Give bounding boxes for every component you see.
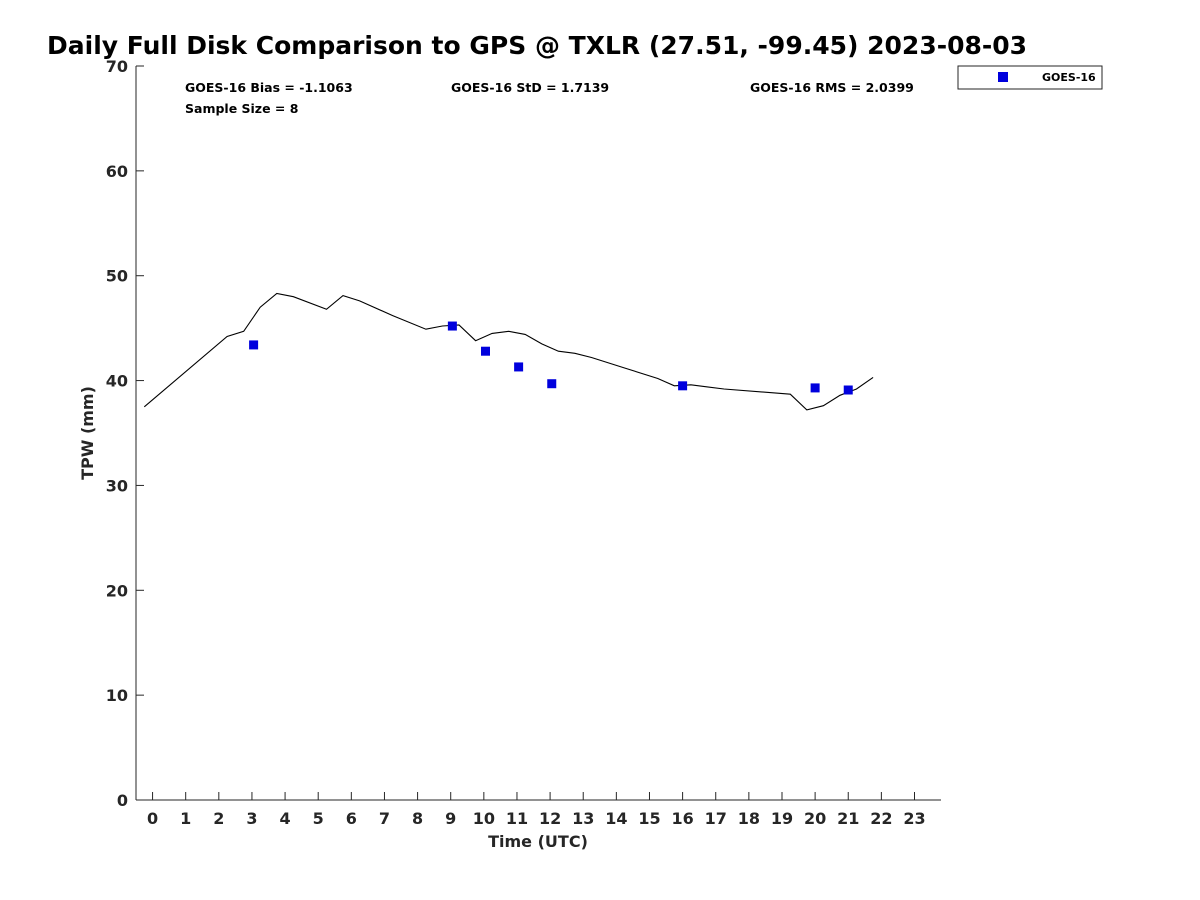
x-tick-label: 20 [804,809,826,828]
y-tick-label: 20 [106,581,128,600]
goes16-point [678,381,688,391]
x-tick-label: 11 [506,809,528,828]
x-tick-label: 18 [738,809,760,828]
x-tick-label: 13 [572,809,594,828]
x-tick-label: 4 [280,809,291,828]
x-tick-label: 0 [147,809,158,828]
gps-tpw-line [143,292,874,411]
x-tick-label: 5 [313,809,324,828]
x-tick-label: 3 [246,809,257,828]
goes16-point [843,385,853,395]
y-ticks: 0 10 20 30 40 50 60 70 [106,57,144,810]
x-ticks: 0 1 2 3 4 5 6 7 8 9 10 11 12 13 14 15 16 17 18 19 20 21 22 23 [147,792,926,828]
x-tick-label: 7 [379,809,390,828]
x-tick-label: 1 [180,809,191,828]
x-tick-label: 9 [445,809,456,828]
legend-marker-goes16 [998,72,1008,82]
goes16-point [249,340,259,350]
chart-title: Daily Full Disk Comparison to GPS @ TXLR… [47,31,1027,60]
sample-size-stat: Sample Size = 8 [185,101,298,116]
legend: GOES-16 [957,65,1103,90]
y-tick-label: 40 [106,372,128,391]
x-tick-label: 23 [903,809,925,828]
x-tick-label: 14 [605,809,627,828]
y-tick-label: 30 [106,476,128,495]
x-tick-label: 15 [638,809,660,828]
axes [135,66,941,801]
x-tick-label: 21 [837,809,859,828]
legend-box [957,65,1103,90]
goes16-point [480,346,490,356]
goes16-point [447,321,457,331]
goes16-point [514,362,524,372]
x-tick-label: 19 [771,809,793,828]
x-tick-label: 17 [705,809,727,828]
bias-stat: GOES-16 Bias = -1.1063 [185,80,353,95]
y-tick-label: 0 [117,791,128,810]
y-tick-label: 70 [106,57,128,76]
goes16-point [810,383,820,393]
x-tick-label: 16 [671,809,693,828]
legend-label-goes16: GOES-16 [1042,71,1096,84]
x-tick-label: 6 [346,809,357,828]
y-tick-label: 50 [106,267,128,286]
x-tick-label: 10 [473,809,495,828]
std-stat: GOES-16 StD = 1.7139 [451,80,609,95]
series-layer [143,292,874,411]
goes16-point [547,379,557,389]
x-tick-label: 22 [870,809,892,828]
x-tick-label: 2 [213,809,224,828]
y-tick-label: 10 [106,686,128,705]
y-tick-label: 60 [106,162,128,181]
x-tick-label: 8 [412,809,423,828]
x-axis-label: Time (UTC) [488,832,588,851]
rms-stat: GOES-16 RMS = 2.0399 [750,80,914,95]
y-axis-label: TPW (mm) [78,386,97,480]
x-tick-label: 12 [539,809,561,828]
